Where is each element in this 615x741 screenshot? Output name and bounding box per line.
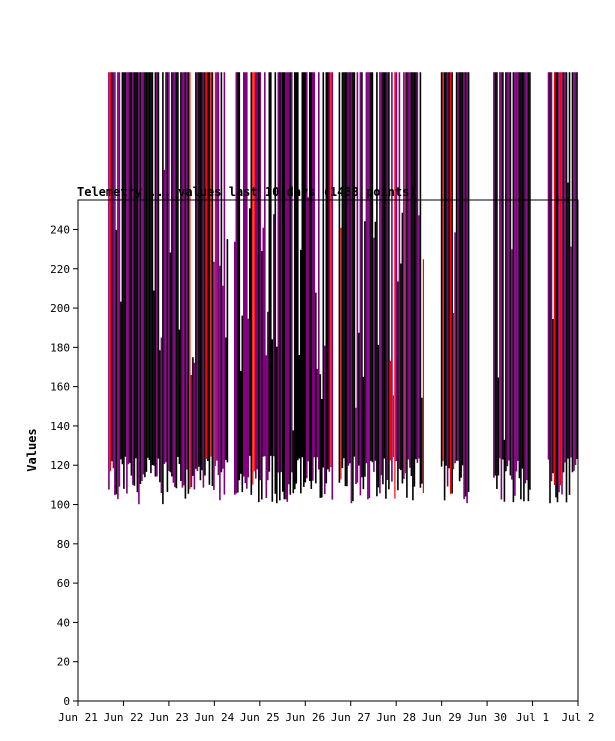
y-tick-label: 20 — [57, 656, 70, 669]
y-tick-label: 0 — [63, 695, 70, 708]
x-tick-label: Jun 23 — [149, 711, 189, 724]
y-tick-label: 160 — [50, 381, 70, 394]
x-tick-label: Jun 28 — [376, 711, 416, 724]
x-tick-label: Jun 21 — [58, 711, 98, 724]
y-tick-label: 100 — [50, 499, 70, 512]
x-tick-label: Jun 22 — [104, 711, 144, 724]
y-tick-label: 120 — [50, 459, 70, 472]
x-tick-label: Jul 1 — [516, 711, 549, 724]
y-axis: 0 20 40 60 80 100 120 140 160 180 200 220 240 — [50, 223, 78, 708]
x-axis: Jun 21 Jun 22 Jun 23 Jun 24 Jun 25 Jun 26 Jun … — [58, 701, 595, 724]
series-layer — [108, 72, 578, 505]
y-tick-label: 140 — [50, 420, 70, 433]
x-tick-label: Jun 30 — [467, 711, 507, 724]
y-tick-label: 180 — [50, 341, 70, 354]
x-tick-label: Jun 29 — [422, 711, 462, 724]
y-tick-label: 240 — [50, 223, 70, 236]
y-tick-label: 200 — [50, 302, 70, 315]
x-tick-label: Jul 2 — [561, 711, 594, 724]
x-tick-label: Jun 27 — [331, 711, 371, 724]
chart-title: Telemetry ... values last 10 days (1438 … — [77, 185, 417, 199]
x-tick-label: Jun 26 — [285, 711, 325, 724]
y-tick-label: 220 — [50, 263, 70, 276]
plot-area-frame — [77, 199, 579, 702]
y-tick-label: 80 — [57, 538, 70, 551]
x-tick-label: Jun 25 — [240, 711, 280, 724]
y-axis-label: Values — [25, 428, 39, 471]
x-tick-label: Jun 24 — [194, 711, 234, 724]
y-tick-label: 40 — [57, 616, 70, 629]
y-tick-label: 60 — [57, 577, 70, 590]
